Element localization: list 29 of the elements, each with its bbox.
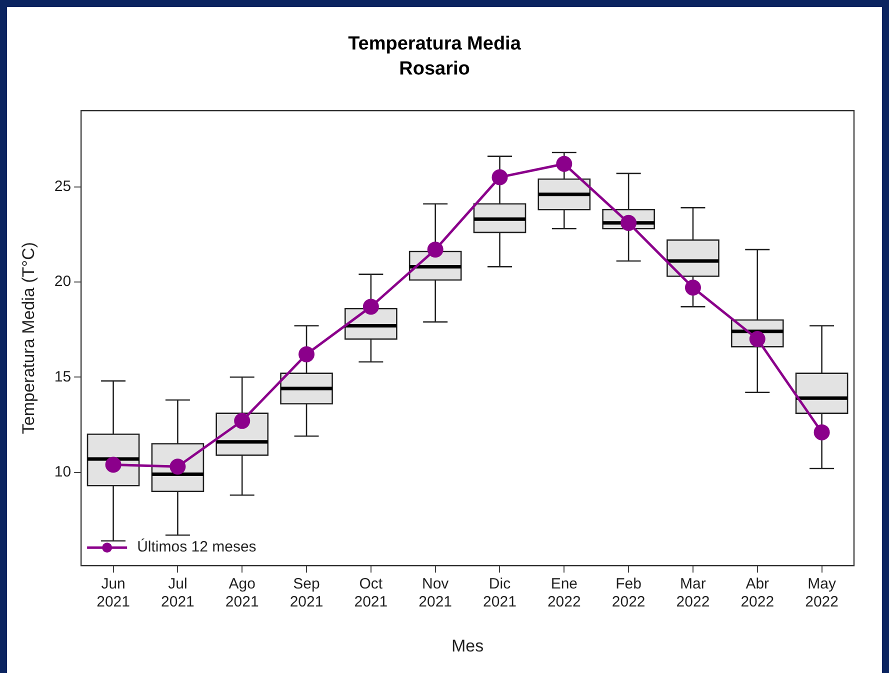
x-tick-label: Jul 2021 <box>161 576 194 611</box>
x-tick-label: Ene 2022 <box>547 576 581 611</box>
x-tick-label: May 2022 <box>805 576 838 611</box>
x-axis-title: Mes <box>451 636 484 656</box>
y-axis-title: Temperatura Media (T°C) <box>18 242 38 434</box>
chart-subtitle: Rosario <box>399 58 470 80</box>
point <box>492 169 508 186</box>
point <box>234 412 250 429</box>
y-tick-label: 20 <box>54 273 72 290</box>
x-tick-label: Nov 2021 <box>418 576 452 611</box>
y-tick-label: 10 <box>54 463 72 480</box>
x-tick-label: Ago 2021 <box>225 576 259 611</box>
x-tick-label: Jun 2021 <box>96 576 130 611</box>
x-tick-label: Sep 2021 <box>290 576 324 611</box>
x-tick-label: Feb 2022 <box>612 576 646 611</box>
x-tick-label: Oct 2021 <box>354 576 388 611</box>
point <box>427 242 444 258</box>
x-tick-label: Mar 2022 <box>676 576 710 611</box>
y-tick-label: 25 <box>54 178 72 195</box>
chart-title: Temperatura Media <box>348 34 522 55</box>
point <box>556 156 572 172</box>
point <box>814 424 830 440</box>
legend-label: Últimos 12 meses <box>137 538 256 556</box>
point <box>684 280 701 296</box>
point <box>298 346 315 362</box>
x-tick-label: Dic 2021 <box>483 576 516 611</box>
y-tick-label: 15 <box>54 368 72 386</box>
x-tick-label: Abr 2022 <box>740 576 774 611</box>
point <box>362 298 379 315</box>
